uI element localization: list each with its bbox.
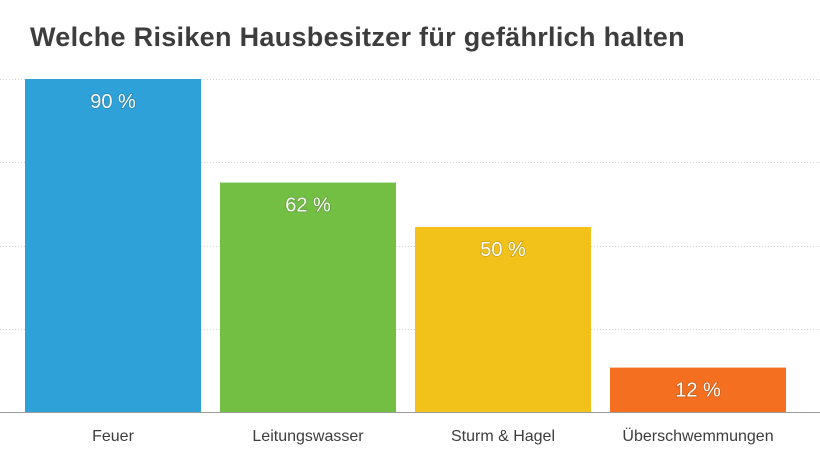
x-tick-label: Feuer: [92, 428, 134, 445]
bar-1: [25, 79, 201, 412]
bar-2: [220, 182, 396, 412]
bar-3: [415, 227, 591, 412]
x-tick-label: Sturm & Hagel: [451, 428, 555, 445]
chart-title: Welche Risiken Hausbesitzer für gefährli…: [30, 22, 685, 52]
x-tick-label: Leitungswasser: [252, 428, 364, 445]
x-tick-label: Überschwemmungen: [622, 427, 773, 445]
bar-4: [610, 367, 786, 412]
bar-value-label: 12 %: [675, 380, 721, 402]
bar-value-label: 90 %: [90, 91, 136, 113]
bar-value-label: 62 %: [285, 195, 331, 217]
bar-value-label: 50 %: [480, 239, 526, 261]
